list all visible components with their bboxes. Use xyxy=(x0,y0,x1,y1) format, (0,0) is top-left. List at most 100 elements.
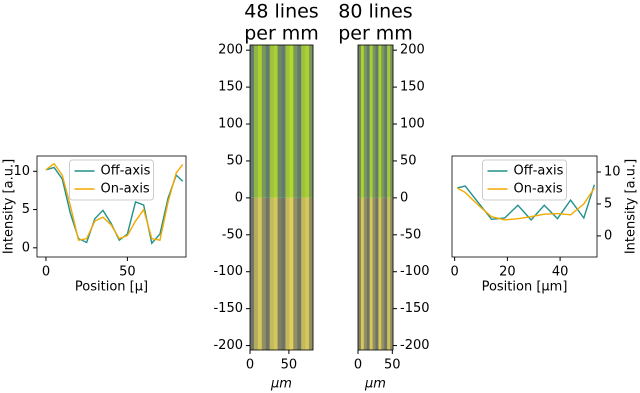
heatmap-column xyxy=(273,45,278,198)
y-tick-label: 150 xyxy=(400,80,425,95)
y-axis-label: Intensity [a.u.] xyxy=(2,159,17,254)
heatmap-column xyxy=(261,45,267,198)
heatmap-column xyxy=(387,197,391,350)
heatmap-column xyxy=(363,45,368,198)
heatmap-column xyxy=(277,45,282,198)
heatmap-column xyxy=(269,45,275,198)
heatmap-column xyxy=(372,45,376,198)
heatmap-column xyxy=(369,197,373,350)
heatmap-column xyxy=(281,197,286,350)
x-tick-label: 0 xyxy=(42,265,50,280)
heatmap-column xyxy=(381,45,385,198)
heatmap-column xyxy=(285,197,290,350)
heatmap-column xyxy=(360,197,365,350)
heatmap-column xyxy=(289,45,294,198)
x-tick-label: 40 xyxy=(552,265,569,280)
heatmap-column xyxy=(360,45,365,198)
heatmap-column xyxy=(297,45,302,198)
y-axis-label: Intensity [a.u.] xyxy=(624,159,639,254)
x-axis-label: μm xyxy=(270,377,292,392)
x-tick-label: 0 xyxy=(450,265,458,280)
heatmap-column xyxy=(253,45,259,198)
axes-frame xyxy=(451,155,598,258)
panel-title: 48 lines xyxy=(244,1,318,23)
y-tick-label: 100 xyxy=(218,117,243,132)
heatmap-column xyxy=(265,45,271,198)
y-tick-label: -150 xyxy=(213,301,243,316)
y-tick-label: -200 xyxy=(213,338,243,353)
heatmap-column xyxy=(297,197,302,350)
heatmap-column xyxy=(305,197,310,350)
heatmap-column xyxy=(289,197,294,350)
heatmap-column xyxy=(378,45,382,198)
heatmap-column xyxy=(309,197,314,350)
y-tick-label: 50 xyxy=(226,153,243,168)
heatmap-column xyxy=(273,197,278,350)
y-tick-label: -200 xyxy=(400,338,430,353)
heatmap-column xyxy=(309,45,314,198)
legend-label: Off-axis xyxy=(101,164,151,179)
heatmap-column xyxy=(301,197,306,350)
y-tick-label: 10 xyxy=(13,164,30,179)
axes-frame xyxy=(36,155,187,258)
y-tick-label: 0 xyxy=(235,190,243,205)
legend-label: Off-axis xyxy=(514,164,564,179)
x-tick-label: 50 xyxy=(119,265,136,280)
heatmap-column xyxy=(277,197,282,350)
data-line xyxy=(456,187,595,221)
heatmap-column xyxy=(257,45,263,198)
y-tick-label: 150 xyxy=(218,80,243,95)
heatmap-column xyxy=(366,45,371,198)
heatmap-column xyxy=(381,197,385,350)
heatmap-column xyxy=(305,45,310,198)
heatmap-column xyxy=(390,45,394,198)
legend-frame xyxy=(482,159,567,201)
x-tick-label: 50 xyxy=(384,358,401,373)
y-tick-label: 10 xyxy=(604,164,621,179)
y-tick-label: -50 xyxy=(400,227,421,242)
x-axis-label: Position [μ] xyxy=(75,280,148,295)
heatmap-column xyxy=(293,45,298,198)
heatmap-column xyxy=(269,197,275,350)
x-axis-label: μm xyxy=(364,377,386,392)
x-axis-label: Position [μm] xyxy=(482,280,568,295)
y-tick-label: 100 xyxy=(400,117,425,132)
heatmap-column xyxy=(363,197,368,350)
heatmap-column xyxy=(375,45,379,198)
heatmap-column xyxy=(281,45,286,198)
x-tick-label: 0 xyxy=(354,358,362,373)
heatmap-column xyxy=(253,197,259,350)
x-tick-label: 20 xyxy=(499,265,516,280)
heatmap-column xyxy=(369,45,373,198)
data-line xyxy=(45,162,184,241)
y-tick-label: -100 xyxy=(213,264,243,279)
panel-title: per mm xyxy=(244,23,319,45)
heatmap-column xyxy=(265,197,271,350)
legend-frame xyxy=(69,159,154,201)
x-tick-label: 50 xyxy=(281,358,298,373)
heatmap-column xyxy=(378,197,382,350)
axes-frame xyxy=(357,44,394,351)
heatmap-column xyxy=(358,45,362,198)
heatmap-column xyxy=(250,45,255,198)
panel-title: per mm xyxy=(338,23,413,45)
x-tick-label: 0 xyxy=(246,358,254,373)
y-tick-label: -50 xyxy=(222,227,243,242)
heatmap-column xyxy=(293,197,298,350)
legend-label: On-axis xyxy=(514,182,563,197)
y-tick-label: -100 xyxy=(400,264,430,279)
y-tick-label: 5 xyxy=(604,196,612,211)
heatmap-column xyxy=(390,197,394,350)
y-tick-label: 200 xyxy=(400,43,425,58)
heatmap-column xyxy=(358,197,362,350)
panel-title: 80 lines xyxy=(338,1,412,23)
y-tick-label: 50 xyxy=(400,153,417,168)
heatmap-column xyxy=(375,197,379,350)
heatmap-column xyxy=(366,197,371,350)
data-line xyxy=(457,184,596,221)
heatmap-column xyxy=(372,197,376,350)
axes-frame xyxy=(249,44,314,351)
y-tick-label: -150 xyxy=(400,301,430,316)
heatmap-column xyxy=(387,45,391,198)
